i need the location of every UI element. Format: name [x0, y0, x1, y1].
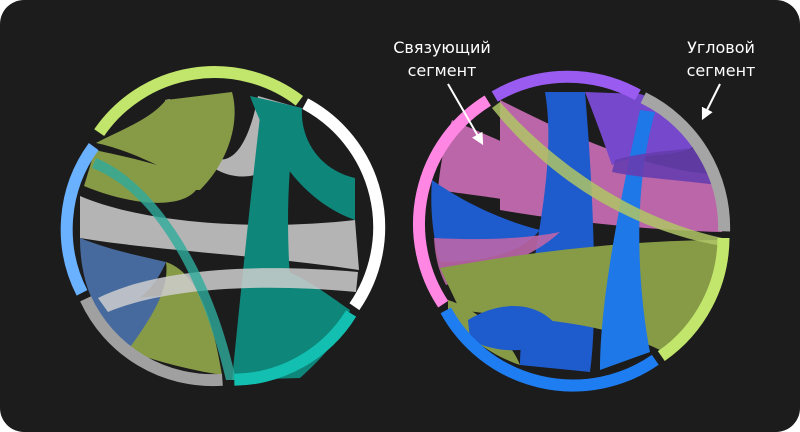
right-ribbon-purple-right	[612, 146, 718, 185]
left-arc-light-blue	[60, 143, 99, 296]
left-arc-white	[302, 98, 386, 311]
left-arcs	[60, 66, 386, 387]
left-ribbon-teal-down	[232, 100, 300, 380]
left-ribbon-teal-diagonal	[92, 158, 236, 380]
left-ribbon-teal-right	[280, 268, 350, 378]
link-segment-label-line2: сегмент	[407, 61, 477, 80]
arc-segment-label: Угловой сегмент	[666, 36, 776, 82]
right-arc-pink	[413, 95, 491, 308]
left-ribbon-olive-bottom	[128, 262, 222, 375]
right-ribbon-olive-bottom	[440, 240, 722, 350]
right-arc-blue	[440, 307, 659, 392]
right-ribbon-blue-bottom-left	[468, 306, 560, 351]
left-ribbon-olive-left	[84, 150, 200, 203]
arc-segment-label-line1: Угловой	[687, 38, 755, 57]
left-ribbon-gray-band	[98, 268, 358, 312]
link-segment-label: Связующий сегмент	[372, 36, 512, 82]
left-chord-diagram	[60, 66, 386, 387]
left-ribbon-olive-top	[96, 92, 235, 190]
right-chord-diagram	[413, 70, 731, 392]
left-ribbon-gray-wide	[80, 196, 359, 270]
right-arc-gray	[640, 92, 731, 232]
right-arc-lime	[657, 237, 730, 362]
link-segment-label-line1: Связующий	[393, 38, 491, 57]
right-arcs	[413, 70, 731, 392]
right-ribbons	[431, 92, 722, 372]
link-segment-arrow	[447, 83, 484, 146]
left-arc-gray	[80, 296, 223, 387]
left-arc-lime	[94, 66, 304, 137]
left-arc-teal	[234, 310, 357, 386]
arc-segment-label-line2: сегмент	[686, 61, 756, 80]
arc-segment-arrow	[701, 83, 721, 121]
left-ribbons	[80, 92, 359, 380]
right-arc-purple	[491, 70, 641, 102]
